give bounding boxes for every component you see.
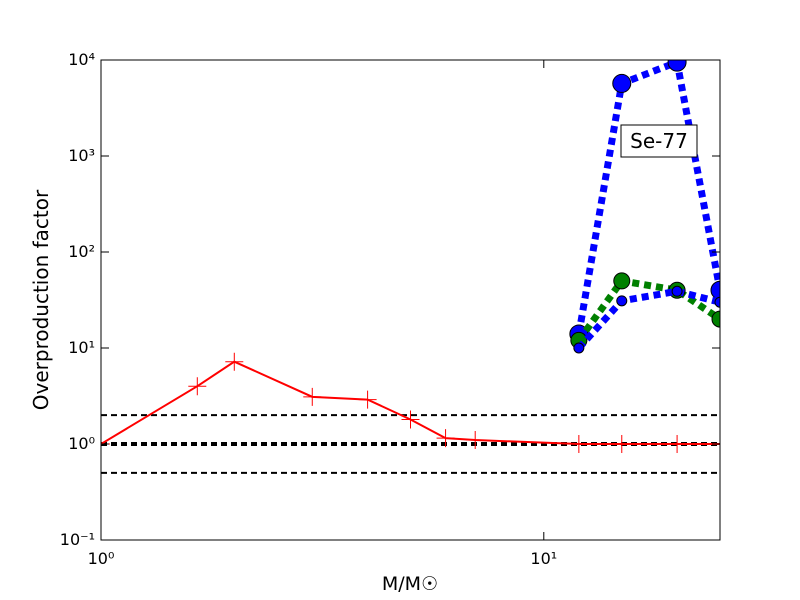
annotation-box xyxy=(620,124,698,158)
marker xyxy=(711,310,720,328)
marker xyxy=(667,60,687,72)
series-line xyxy=(101,360,720,445)
marker xyxy=(612,435,631,453)
y-axis-label: Overproduction factor xyxy=(29,189,53,410)
y-tick-label: 10² xyxy=(68,242,95,261)
marker xyxy=(466,431,485,450)
marker xyxy=(569,435,588,453)
marker xyxy=(668,435,687,453)
x-tick-label: 10¹ xyxy=(530,549,557,568)
annotation: Se-77 xyxy=(630,129,688,153)
y-tick-label: 10⁴ xyxy=(68,50,95,69)
marker xyxy=(358,390,377,409)
plot-frame xyxy=(100,59,721,541)
marker xyxy=(714,296,720,308)
series-line xyxy=(576,287,720,351)
marker xyxy=(436,429,455,448)
marker xyxy=(612,73,632,93)
marker xyxy=(616,295,628,307)
x-axis-label: M/M☉ xyxy=(382,573,438,595)
y-tick-label: 10⁻¹ xyxy=(60,530,95,549)
marker xyxy=(613,272,631,290)
y-tick-label: 10⁰ xyxy=(68,434,95,453)
series-line xyxy=(576,277,720,343)
marker xyxy=(303,387,322,406)
y-tick-label: 10¹ xyxy=(68,338,95,357)
marker xyxy=(573,342,585,354)
y-tick-label: 10³ xyxy=(68,146,95,165)
marker xyxy=(188,377,207,396)
x-tick-label: 10⁰ xyxy=(88,549,115,568)
marker xyxy=(710,280,720,300)
series-line xyxy=(575,60,720,335)
marker xyxy=(401,410,420,429)
marker xyxy=(225,352,244,371)
marker xyxy=(671,285,683,297)
